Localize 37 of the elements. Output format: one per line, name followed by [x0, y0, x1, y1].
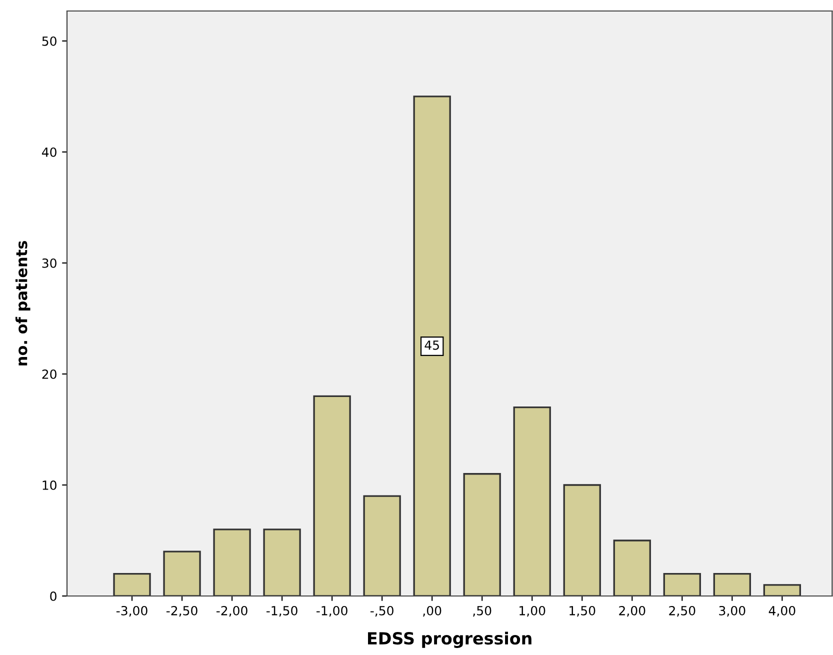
- bar: [713, 572, 751, 596]
- x-tick-label: 1,50: [570, 606, 596, 617]
- bar: [613, 540, 651, 596]
- bar: [563, 484, 601, 596]
- bar: [413, 96, 451, 596]
- x-tick-label: -,50: [370, 606, 394, 617]
- x-tick-label: 4,00: [768, 606, 796, 617]
- x-tick-label: 2,50: [669, 606, 696, 617]
- x-tick-label: -3,00: [116, 606, 148, 617]
- x-axis-title: EDSS progression: [368, 632, 532, 648]
- data-label: 45: [424, 340, 439, 350]
- x-tick-label: -1,50: [266, 606, 298, 617]
- bar: [313, 395, 351, 596]
- x-tick-label: 1,00: [520, 606, 546, 617]
- bar: [463, 473, 501, 596]
- y-tick-label: 50: [42, 36, 56, 46]
- bar: [213, 528, 251, 596]
- bar: [763, 584, 801, 596]
- bar: [113, 572, 151, 596]
- bar: [663, 572, 701, 596]
- x-tick-label: 3,00: [719, 606, 746, 617]
- bar: [263, 528, 301, 596]
- y-tick-label: 30: [42, 258, 56, 268]
- y-tick-label: 40: [42, 147, 56, 157]
- x-tick-label: 2,00: [619, 606, 646, 617]
- y-tick-label: 10: [42, 480, 56, 490]
- x-tick-label: -2,00: [216, 606, 248, 617]
- x-tick-label: ,00: [423, 606, 442, 617]
- y-tick-label: 20: [42, 369, 56, 379]
- bar: [163, 550, 201, 596]
- y-axis-title: no. of patients: [15, 241, 30, 366]
- bar: [513, 406, 551, 596]
- bar: [363, 495, 401, 596]
- x-tick-label: ,50: [473, 606, 492, 617]
- y-tick-label: 0: [50, 591, 56, 601]
- x-tick-label: -2,50: [166, 606, 198, 617]
- x-tick-label: -1,00: [316, 606, 348, 617]
